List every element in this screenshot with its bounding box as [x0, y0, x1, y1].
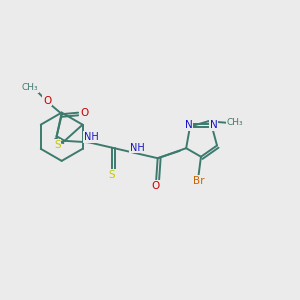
Text: NH: NH — [84, 132, 98, 142]
Text: O: O — [152, 181, 160, 191]
Text: NH: NH — [130, 142, 144, 153]
Text: CH₃: CH₃ — [226, 118, 243, 127]
Text: N: N — [209, 120, 217, 130]
Text: N: N — [184, 120, 192, 130]
Text: S: S — [54, 140, 61, 150]
Text: CH₃: CH₃ — [22, 83, 38, 92]
Text: S: S — [108, 170, 115, 180]
Text: O: O — [43, 96, 51, 106]
Text: O: O — [80, 108, 88, 118]
Text: Br: Br — [193, 176, 204, 186]
